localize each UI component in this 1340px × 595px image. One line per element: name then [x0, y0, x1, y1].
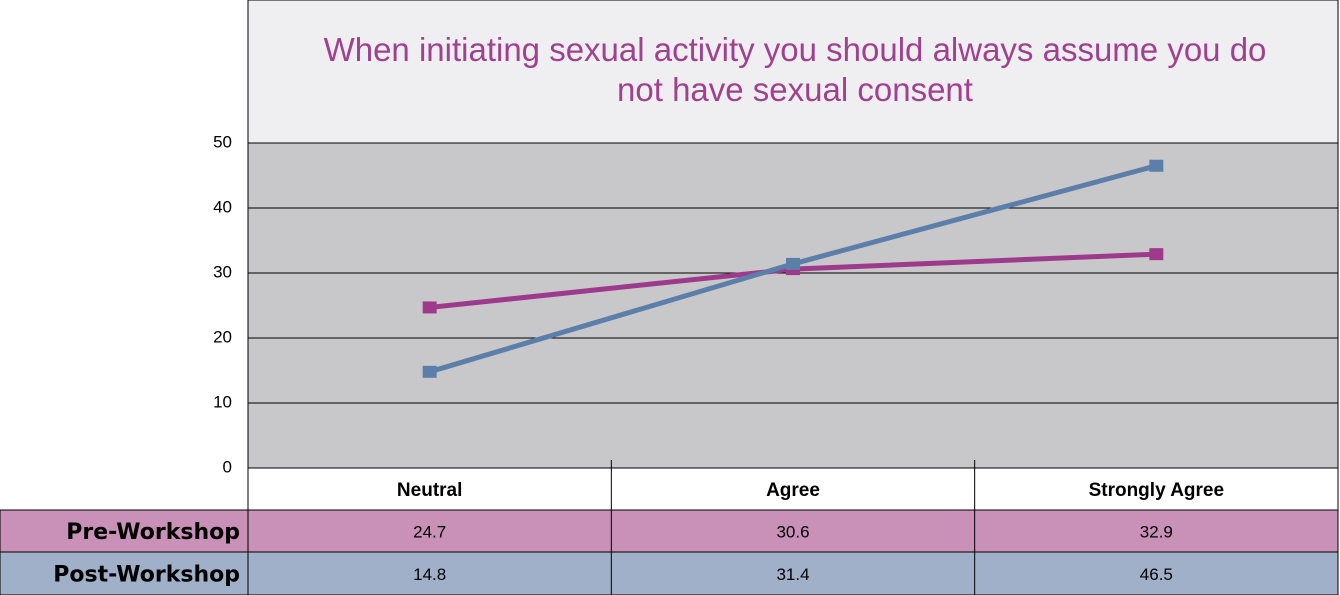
row-label: Pre-Workshop: [66, 520, 240, 545]
table-row: [0, 509, 1339, 553]
table-header: [247, 467, 1339, 511]
y-tick-label: 0: [223, 457, 232, 476]
x-tick-label: Neutral: [397, 480, 462, 501]
point-marker: [1149, 248, 1164, 261]
chart-title: When initiating sexual activity you shou…: [323, 31, 1267, 108]
y-tick-label: 30: [213, 262, 232, 281]
title-area: [247, 0, 1339, 144]
x-tick-label: Agree: [766, 480, 820, 501]
table-cell: 32.9: [1140, 522, 1173, 541]
y-tick-label: 50: [213, 132, 232, 151]
row-label: Post-Workshop: [53, 563, 240, 588]
plot-area: [247, 142, 1339, 469]
y-tick-label: 10: [213, 392, 232, 411]
y-tick-label: 40: [213, 197, 232, 216]
y-tick-label: 20: [213, 327, 232, 346]
point-marker: [786, 257, 800, 270]
table-cell: 24.7: [413, 522, 446, 541]
point-marker: [422, 301, 437, 314]
table-row: [0, 551, 1339, 595]
table-cell: 30.6: [776, 522, 809, 541]
table-cell: 31.4: [776, 565, 809, 584]
table-cell: 14.8: [413, 565, 446, 584]
x-tick-label: Strongly Agree: [1089, 480, 1225, 501]
point-marker: [1149, 159, 1164, 172]
table-cell: 46.5: [1140, 565, 1173, 584]
point-marker: [422, 365, 437, 378]
